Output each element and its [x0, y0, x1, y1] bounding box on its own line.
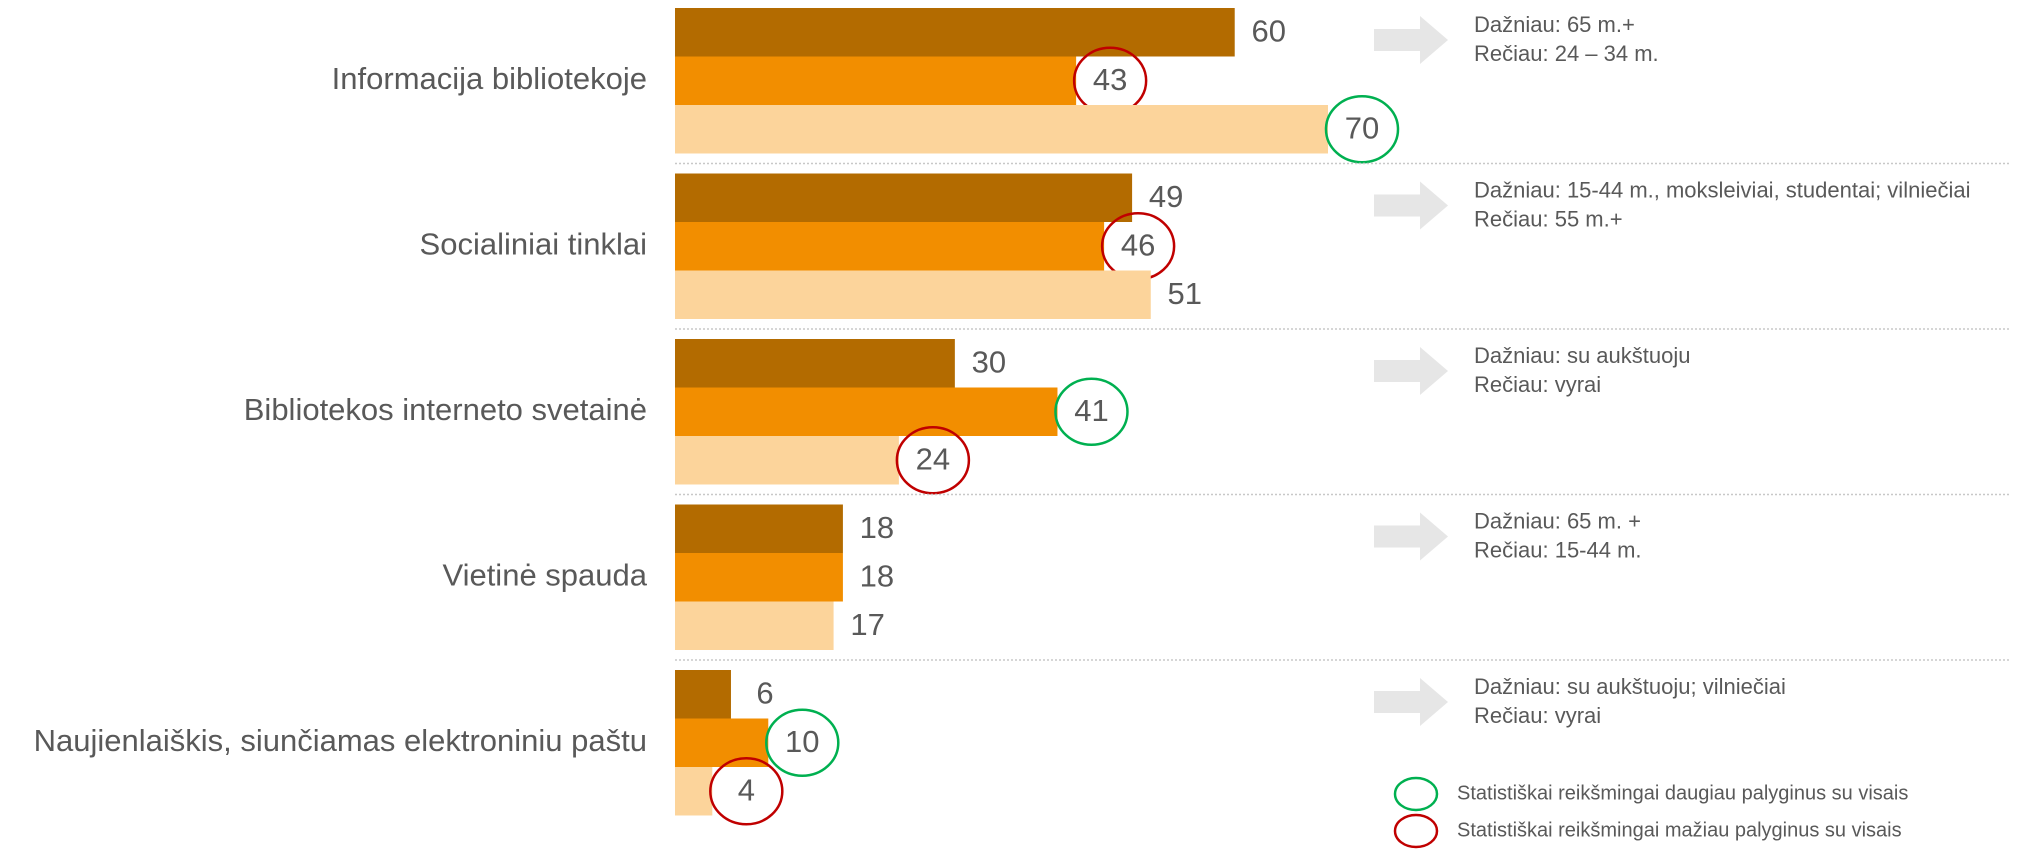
annotation: Rečiau: 24 – 34 m. [1474, 41, 1659, 66]
value-label: 6 [756, 675, 773, 710]
significance-circle [709, 757, 784, 826]
value-label: 46 [1121, 227, 1155, 262]
category-label: Informacija bibliotekoje [332, 61, 647, 96]
bar [675, 8, 1235, 57]
bar [675, 173, 1133, 222]
arrow [1374, 678, 1448, 726]
value-label: 18 [860, 510, 894, 545]
value-label: 4 [738, 772, 755, 807]
bar [675, 270, 1151, 319]
bar [675, 436, 899, 485]
value-label: 43 [1093, 62, 1127, 97]
bar [675, 767, 713, 816]
bar [675, 670, 731, 719]
value-label: 24 [916, 441, 950, 476]
value-label: 51 [1168, 276, 1202, 311]
arrow [1374, 512, 1448, 561]
annotation: Rečiau: 55 m.+ [1474, 206, 1623, 231]
value-label: 49 [1149, 179, 1183, 214]
category-label: Naujienlaiškis, siunčiamas elektroniniu … [34, 723, 647, 758]
bar [675, 601, 834, 650]
annotation: Dažniau: 65 m. + [1474, 508, 1641, 533]
annotation: Dažniau: 65 m.+ [1474, 12, 1635, 37]
significance-circle [895, 426, 971, 495]
arrow [1374, 347, 1448, 395]
arrow [1374, 181, 1448, 230]
value-label: 30 [972, 344, 1006, 379]
category-label: Vietinė spauda [442, 557, 647, 592]
annotation: Rečiau: vyrai [1474, 372, 1601, 397]
bar [675, 387, 1058, 436]
value-label: 17 [850, 607, 884, 642]
annotation: Rečiau: vyrai [1474, 703, 1601, 728]
bar [675, 105, 1328, 154]
significance-circle [765, 708, 840, 777]
arrow [1374, 16, 1448, 64]
category-label: Socialiniai tinklai [420, 226, 647, 261]
legend-circle [1393, 813, 1439, 849]
significance-circle [1324, 95, 1400, 164]
bar [675, 504, 843, 553]
legend-label: Statistiškai reikšmingai mažiau palyginu… [1457, 819, 1902, 841]
legend-circle [1393, 776, 1439, 812]
value-label: 10 [785, 724, 819, 759]
bar [675, 339, 955, 388]
annotation: Rečiau: 15-44 m. [1474, 537, 1642, 562]
value-label: 41 [1074, 393, 1108, 428]
annotation: Dažniau: su aukštuoju; vilniečiai [1474, 674, 1786, 699]
bar [675, 553, 843, 602]
value-label: 70 [1345, 110, 1379, 145]
value-label: 18 [860, 558, 894, 593]
bar [675, 56, 1077, 105]
category-label: Bibliotekos interneto svetainė [244, 392, 647, 427]
legend-label: Statistiškai reikšmingai daugiau palygin… [1457, 782, 1908, 804]
value-label: 60 [1251, 13, 1285, 48]
annotation: Dažniau: su aukštuoju [1474, 343, 1690, 368]
annotation: Dažniau: 15-44 m., moksleiviai, studenta… [1474, 177, 1970, 202]
bar [675, 222, 1105, 271]
significance-circle [1054, 377, 1129, 446]
